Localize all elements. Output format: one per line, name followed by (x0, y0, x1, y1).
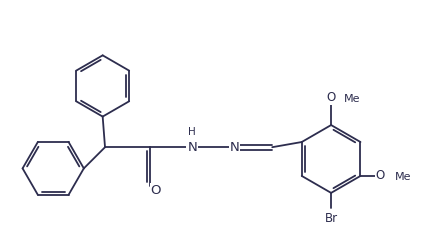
Text: Br: Br (325, 212, 338, 225)
Text: N: N (230, 141, 239, 154)
Text: O: O (150, 183, 161, 197)
Text: Me: Me (395, 172, 411, 182)
Text: O: O (327, 91, 336, 104)
Text: O: O (376, 169, 385, 182)
Text: Me: Me (344, 94, 361, 104)
Text: N: N (187, 141, 197, 154)
Text: H: H (188, 127, 195, 137)
